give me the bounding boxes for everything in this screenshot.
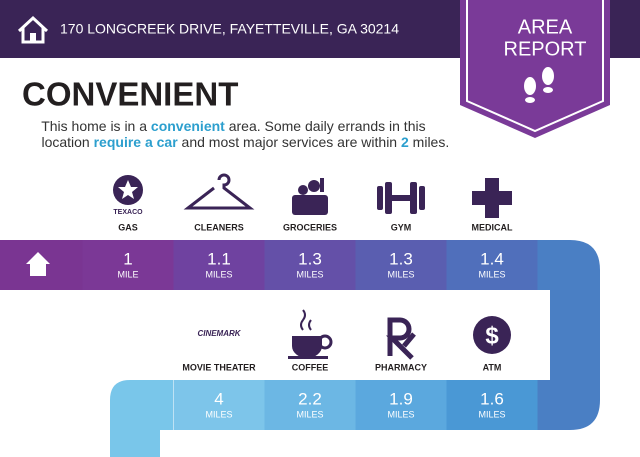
distance-unit: MILES (387, 409, 414, 419)
title: CONVENIENT (22, 76, 238, 113)
medical-icon (472, 178, 512, 218)
badge-line: REPORT (504, 38, 587, 60)
text: miles. (409, 134, 449, 150)
home-icon (26, 252, 50, 276)
service-label: PHARMACY (375, 362, 427, 372)
badge-border (466, 0, 604, 133)
distance-unit: MILES (387, 269, 414, 279)
service-label: GAS (118, 222, 138, 232)
distance-value: 2.2 (298, 389, 322, 408)
distance-value: 1 (123, 249, 132, 268)
service-label: COFFEE (292, 362, 329, 372)
description: This home is in a convenient area. Some … (22, 118, 437, 134)
dollar-sign: $ (485, 322, 499, 349)
distance-cell (264, 380, 356, 430)
badge-line: AREA (518, 16, 573, 38)
groceries-icon (292, 178, 328, 215)
distance-unit: MILES (296, 269, 323, 279)
distance-value: 4 (214, 389, 223, 408)
cleaners-icon (183, 173, 255, 210)
distance-cell (173, 380, 265, 430)
distance-cell (355, 240, 447, 290)
road-turn (537, 240, 600, 430)
service-label: GROCERIES (283, 222, 337, 232)
gas-icon: TEXACO (113, 175, 143, 216)
highlight: require a car (94, 134, 179, 150)
text: This home is in a (41, 118, 151, 134)
service-label: MEDICAL (472, 222, 513, 232)
distance-value: 1.3 (298, 249, 322, 268)
service-label: GYM (391, 222, 412, 232)
footprints-icon (524, 67, 554, 103)
icon-text: TEXACO (113, 209, 143, 216)
home-icon (17, 15, 49, 44)
service-label: MOVIE THEATER (182, 362, 256, 372)
road-turn (110, 380, 173, 457)
distance-cell (446, 240, 538, 290)
service-label: CLEANERS (194, 222, 244, 232)
distance-value: 1.3 (389, 249, 413, 268)
icon-text: CINEMARK (197, 329, 241, 338)
distance-unit: MILES (478, 269, 505, 279)
distance-cell (173, 240, 265, 290)
address: 170 LONGCREEK DRIVE, FAYETTEVILLE, GA 30… (60, 21, 399, 37)
service-label: ATM (483, 362, 502, 372)
badge (460, 0, 610, 138)
coffee-icon (288, 309, 333, 359)
gym-icon (377, 182, 425, 214)
distance-value: 1.4 (480, 249, 504, 268)
highlight: convenient (151, 118, 225, 134)
pharmacy-icon (385, 317, 416, 360)
description: location require a car and most major se… (22, 134, 461, 150)
distance-cell (82, 240, 174, 290)
distance-unit: MILES (296, 409, 323, 419)
distance-cell (264, 240, 356, 290)
text: and most major services are within (178, 134, 401, 150)
distance-unit: MILES (205, 269, 232, 279)
text: area. Some daily errands in this (225, 118, 426, 134)
distance-unit: MILES (205, 409, 232, 419)
distance-value: 1.9 (389, 389, 413, 408)
distance-unit: MILE (117, 269, 138, 279)
distance-value: 1.1 (207, 249, 231, 268)
distance-cell (355, 380, 447, 430)
distance-cell (446, 380, 538, 430)
highlight: 2 (401, 134, 409, 150)
text: location (41, 134, 93, 150)
distance-value: 1.6 (480, 389, 504, 408)
atm-icon: $ (473, 316, 511, 354)
distance-unit: MILES (478, 409, 505, 419)
